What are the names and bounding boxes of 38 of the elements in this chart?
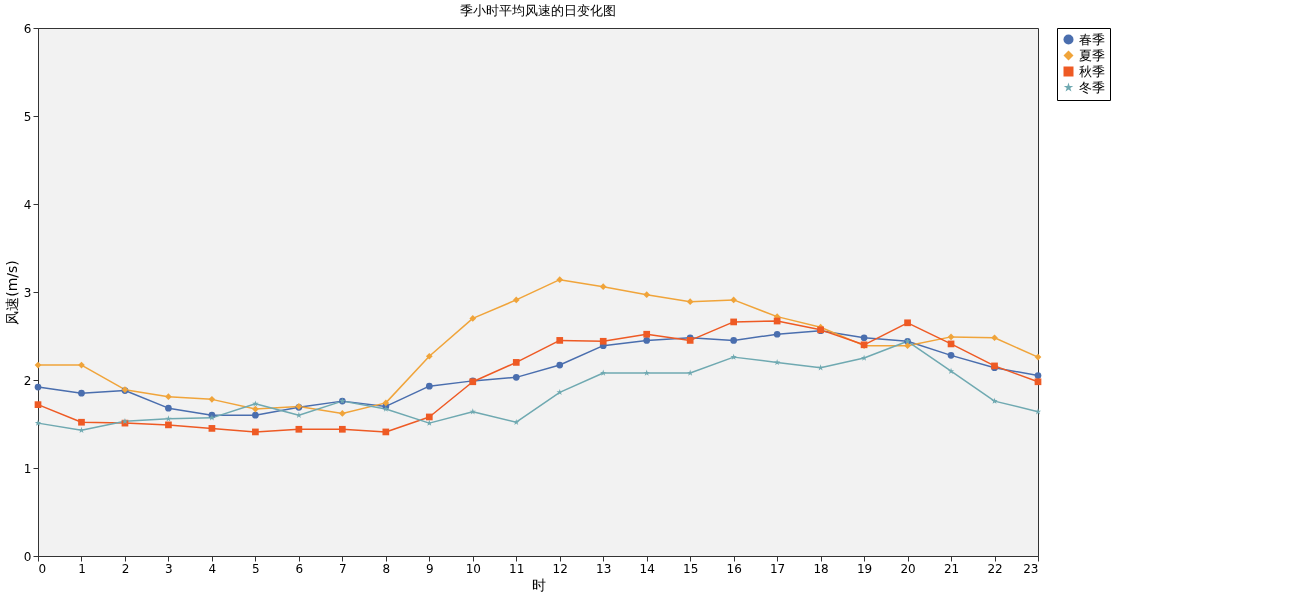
x-tick-label: 21	[943, 561, 960, 576]
chart-title: 季小时平均风速的日变化图	[460, 3, 616, 18]
x-tick-label: 8	[382, 561, 391, 576]
x-tick-label: 10	[465, 561, 481, 576]
x-tick-label: 22	[987, 561, 1003, 576]
y-tick-label: 1	[23, 461, 32, 476]
x-tick-label: 4	[208, 561, 217, 576]
x-tick-label: 7	[339, 561, 347, 576]
x-tick-label: 20	[900, 561, 916, 576]
x-tick-label: 12	[552, 561, 568, 576]
x-tick-label: 15	[683, 561, 699, 576]
y-tick-label: 6	[23, 21, 32, 36]
legend-label: 秋季	[1079, 63, 1105, 79]
x-tick-label: 16	[726, 561, 742, 576]
x-tick-label: 17	[769, 561, 786, 576]
y-tick-label: 3	[23, 285, 32, 300]
x-tick-label: 23	[1023, 561, 1039, 576]
x-tick-label: 3	[165, 561, 173, 576]
y-tick-label: 4	[23, 197, 32, 212]
x-tick-label: 2	[121, 561, 130, 576]
y-axis-title: 风速(m/s)	[3, 260, 20, 325]
x-tick-label: 11	[509, 561, 525, 576]
x-tick-label: 6	[295, 561, 304, 576]
x-tick-label: 19	[856, 561, 873, 576]
y-tick-label: 5	[23, 109, 32, 124]
x-tick-label: 14	[639, 561, 655, 576]
legend-label: 夏季	[1079, 47, 1105, 63]
x-axis-title: 时	[531, 576, 546, 593]
x-tick-label: 5	[252, 561, 260, 576]
x-tick-label: 13	[596, 561, 612, 576]
legend-label: 冬季	[1079, 79, 1105, 95]
x-tick-label: 9	[425, 561, 434, 576]
x-tick-label: 18	[813, 561, 829, 576]
y-tick-label: 2	[23, 373, 32, 388]
y-tick-label: 0	[23, 549, 32, 564]
x-tick-label: 0	[38, 561, 47, 576]
legend-label: 春季	[1079, 31, 1105, 47]
x-tick-label: 1	[78, 561, 86, 576]
